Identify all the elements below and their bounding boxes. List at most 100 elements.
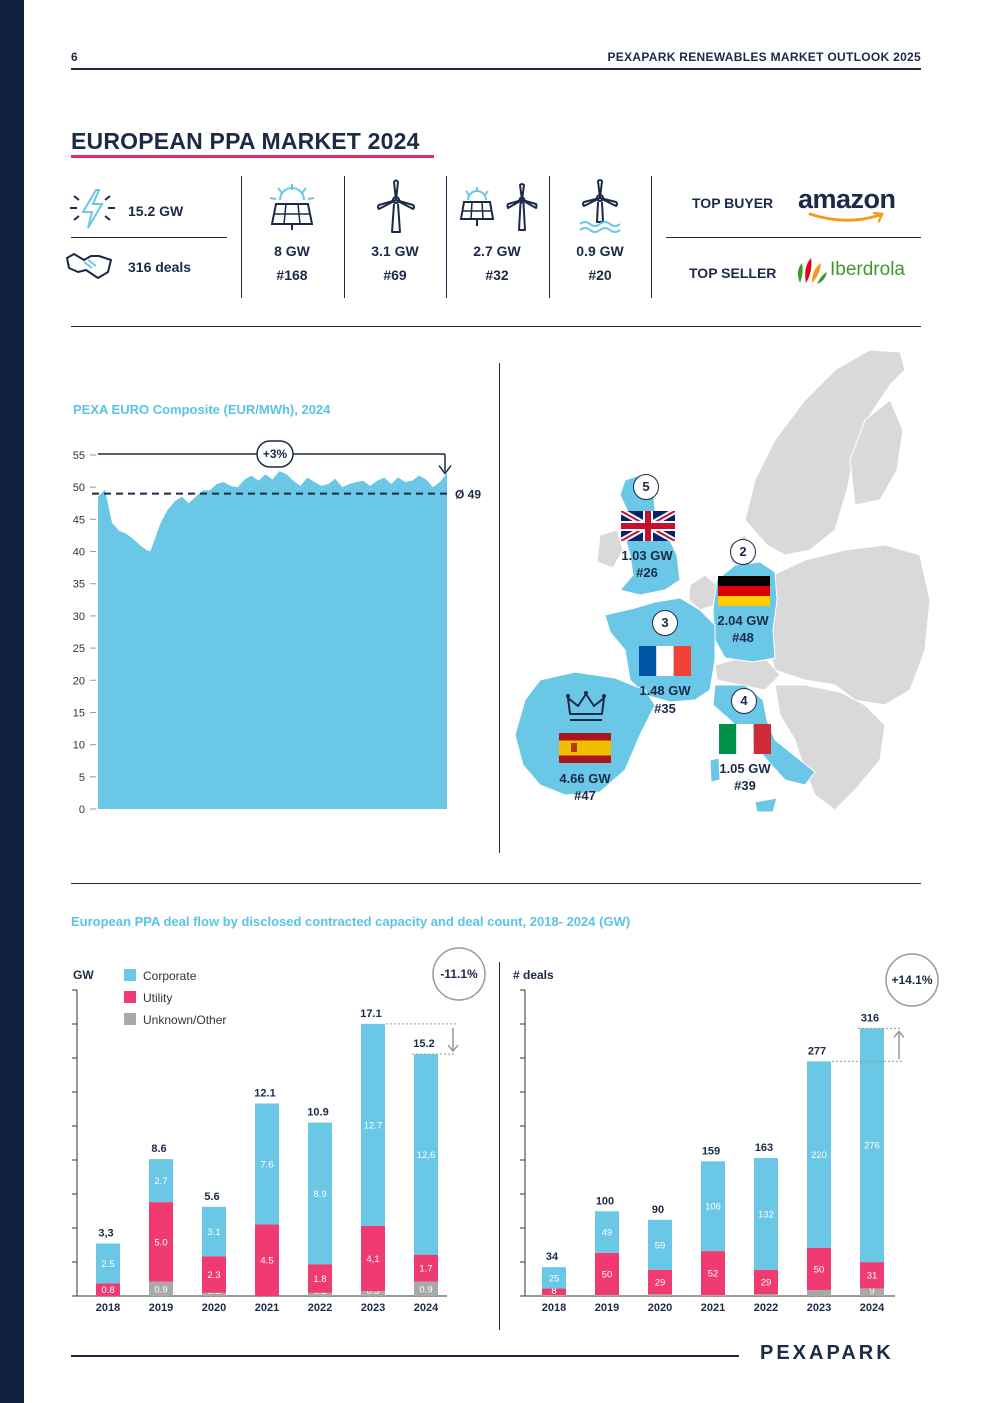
page-title: EUROPEAN PPA MARKET 2024 bbox=[71, 128, 420, 154]
uk-rank-badge: 5 bbox=[633, 474, 659, 500]
segment-label: 0.3 bbox=[366, 1286, 379, 1297]
bar-segment-utility bbox=[860, 1262, 884, 1289]
segment-label: 4,1 bbox=[366, 1254, 379, 1265]
kpi-vdivider bbox=[549, 176, 550, 298]
segment-label: 1.7 bbox=[419, 1264, 432, 1275]
total-capacity: 15.2 GW bbox=[128, 203, 184, 219]
bar-segment-unknownother bbox=[595, 1295, 619, 1296]
title-underline bbox=[71, 155, 434, 158]
hybrid-solar-icon bbox=[458, 186, 496, 233]
bar-segment-corporate bbox=[255, 1103, 279, 1225]
y-tick-label: 15 bbox=[73, 707, 85, 719]
chart-map-divider bbox=[499, 363, 500, 853]
wind-gw: 3.1 GW bbox=[371, 243, 419, 259]
x-tick-label: 2023 bbox=[807, 1302, 831, 1314]
bar-segment-utility bbox=[361, 1225, 385, 1292]
map-sicily bbox=[754, 797, 778, 813]
bar-total-label: 10.9 bbox=[307, 1107, 328, 1119]
bar-total-label: 90 bbox=[652, 1204, 664, 1216]
segment-label: 0.9 bbox=[419, 1284, 432, 1295]
segment-label: 50 bbox=[814, 1264, 825, 1275]
x-tick-label: 2020 bbox=[202, 1302, 226, 1314]
legend-corporate: Corporate bbox=[143, 969, 197, 983]
bar-segment-unknownother bbox=[149, 1281, 173, 1296]
legend-swatch-utility bbox=[124, 991, 136, 1003]
change-arrow-head bbox=[438, 465, 452, 475]
segment-label: 8.9 bbox=[313, 1189, 326, 1200]
y-tick-label: 40 bbox=[73, 547, 85, 559]
buyer-seller-divider bbox=[666, 237, 921, 238]
map-finland bbox=[849, 399, 904, 506]
bar-segment-corporate bbox=[202, 1206, 226, 1257]
bar-segment-unknownother bbox=[807, 1290, 831, 1296]
bar-segment-corporate bbox=[96, 1243, 120, 1284]
map-benelux bbox=[688, 574, 718, 611]
bar-segment-unknownother bbox=[648, 1294, 672, 1296]
segment-label: 12.7 bbox=[364, 1120, 383, 1131]
bar-segment-corporate bbox=[149, 1159, 173, 1203]
bar-segment-unknownother bbox=[754, 1294, 778, 1296]
segment-label: 29 bbox=[761, 1278, 772, 1289]
wind-turbine-icon bbox=[370, 178, 422, 239]
kpi-divider bbox=[71, 237, 227, 238]
offshore-wind-icon bbox=[574, 178, 626, 239]
bar-segment-corporate bbox=[542, 1267, 566, 1289]
legend-swatch-other bbox=[124, 1013, 136, 1025]
germany-flag bbox=[718, 576, 770, 606]
italy-rank-badge: 4 bbox=[731, 688, 757, 714]
x-tick-label: 2018 bbox=[542, 1302, 566, 1314]
bar-segment-utility bbox=[202, 1256, 226, 1293]
bar-segment-utility bbox=[648, 1269, 672, 1295]
pexa-area-series bbox=[98, 471, 447, 809]
x-tick-label: 2019 bbox=[149, 1302, 173, 1314]
y-tick-label: 55 bbox=[73, 450, 85, 462]
amazon-wordmark: amazon bbox=[798, 184, 896, 214]
bar-total-label: 316 bbox=[861, 1012, 879, 1024]
bar-total-label: 5.6 bbox=[204, 1191, 219, 1203]
bar-segment-corporate bbox=[648, 1219, 672, 1270]
spain-flag bbox=[559, 733, 611, 763]
kpi-vdivider bbox=[446, 176, 447, 298]
segment-label: 7.6 bbox=[260, 1159, 273, 1170]
bar-segment-utility bbox=[807, 1247, 831, 1291]
uk-deals: #26 bbox=[636, 565, 658, 580]
page-number: 6 bbox=[71, 50, 78, 64]
italy-deals: #39 bbox=[734, 778, 756, 793]
segment-label: 0.8 bbox=[101, 1285, 114, 1296]
kpi-vdivider bbox=[651, 176, 652, 298]
france-rank-badge: 3 bbox=[652, 610, 678, 636]
bar-segment-unknownother bbox=[202, 1292, 226, 1296]
uk-gw: 1.03 GW bbox=[621, 548, 673, 563]
bar-segment-utility bbox=[308, 1264, 332, 1293]
segment-label: 9 bbox=[869, 1286, 874, 1297]
bar-segment-utility bbox=[595, 1252, 619, 1296]
solar-gw: 8 GW bbox=[274, 243, 310, 259]
spain-gw: 4.66 GW bbox=[559, 771, 611, 786]
france-deals: #35 bbox=[654, 701, 676, 716]
kpi-vdivider bbox=[344, 176, 345, 298]
segment-label: 49 bbox=[602, 1228, 613, 1239]
bar-segment-unknownother bbox=[701, 1295, 725, 1296]
segment-label: 29 bbox=[655, 1278, 666, 1289]
legend-swatch-corporate bbox=[124, 969, 136, 981]
y-tick-label: 50 bbox=[73, 482, 85, 494]
segment-label: 220 bbox=[811, 1150, 827, 1161]
deals-axis-label: # deals bbox=[513, 968, 554, 982]
amazon-logo: amazon bbox=[798, 184, 896, 223]
solar-deals: #168 bbox=[276, 267, 308, 283]
x-tick-label: 2024 bbox=[414, 1302, 439, 1314]
y-tick-label: 10 bbox=[73, 740, 85, 752]
italy-flag bbox=[719, 724, 771, 754]
y-tick-label: 30 bbox=[73, 611, 85, 623]
bar-segment-unknownother bbox=[308, 1292, 332, 1296]
section-divider bbox=[71, 326, 921, 327]
france-flag bbox=[639, 646, 691, 676]
bar-segment-utility bbox=[542, 1288, 566, 1296]
y-tick-label: 25 bbox=[73, 643, 85, 655]
segment-label: 4.5 bbox=[260, 1256, 273, 1267]
bar-total-label: 15.2 bbox=[413, 1038, 434, 1050]
hybrid-wind-icon bbox=[502, 182, 542, 237]
x-tick-label: 2021 bbox=[701, 1302, 725, 1314]
segment-label: 132 bbox=[758, 1209, 774, 1220]
top-buyer-label: TOP BUYER bbox=[692, 195, 774, 211]
